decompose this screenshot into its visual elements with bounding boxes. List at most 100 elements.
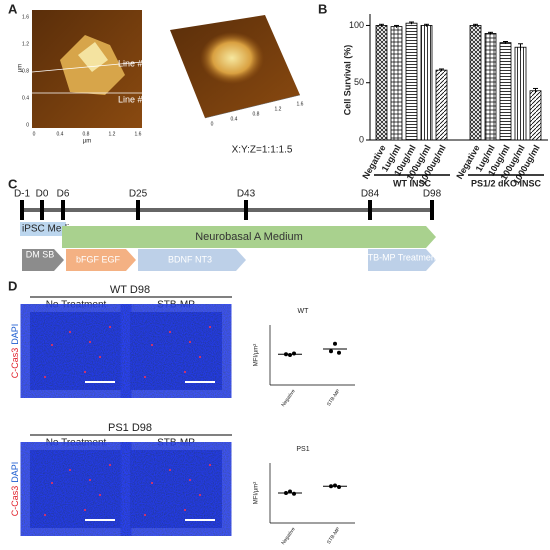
panel-label: C	[8, 176, 18, 191]
bar	[469, 25, 482, 141]
x-tick-label: STB-MP	[326, 526, 342, 545]
cas3-signal	[99, 494, 101, 496]
x-tick-label: 0.4	[57, 131, 64, 137]
day-label: D-1	[14, 189, 31, 200]
day-tick	[244, 200, 248, 220]
day-tick	[430, 200, 434, 220]
data-point	[288, 489, 292, 494]
cas3-signal	[69, 331, 71, 333]
bar	[405, 22, 418, 141]
cas3-signal	[99, 356, 101, 358]
cas3-signal	[151, 344, 153, 346]
chart-title: WT	[298, 308, 310, 315]
panel-label: B	[318, 1, 327, 16]
cas3-signal	[51, 344, 53, 346]
cas3-signal	[151, 482, 153, 484]
step-label: BDNF NT3	[168, 254, 212, 264]
day-tick	[20, 200, 24, 220]
afm-particle	[78, 42, 108, 72]
stain-label: C-Cas3 DAPI	[10, 462, 20, 517]
data-point	[337, 485, 341, 489]
bar	[499, 42, 512, 141]
group-label: WT INSC	[393, 178, 431, 188]
ipsc-bar	[20, 222, 66, 236]
bar	[420, 25, 433, 141]
panel-label: D	[8, 278, 17, 293]
cas3-signal	[169, 469, 171, 471]
x-tick-label: 0	[33, 131, 36, 137]
y-tick-label: 0	[359, 134, 364, 144]
cas3-signal	[189, 479, 191, 481]
column-label: No Treatment	[46, 300, 107, 311]
micrograph-texture	[130, 450, 222, 528]
y-tick-label: 0	[26, 122, 29, 128]
day-label: D25	[129, 189, 148, 200]
panel-label: A	[8, 1, 18, 16]
y-tick-label: 1.6	[22, 14, 29, 20]
cas3-signal	[84, 371, 86, 373]
bar	[484, 33, 497, 141]
data-point	[329, 484, 333, 489]
y-tick-label: 50	[354, 77, 364, 87]
stain-blue: DAPI	[10, 462, 20, 483]
cas3-signal	[169, 331, 171, 333]
stain-red: C-Cas3	[10, 486, 20, 517]
stain-label: C-Cas3 DAPI	[10, 324, 20, 379]
column-label: STB-MP	[157, 300, 195, 311]
data-point	[284, 491, 288, 495]
cas3-signal	[144, 376, 146, 378]
cas3-signal	[199, 494, 201, 496]
day-label: D43	[237, 189, 256, 200]
afm-3d-particle	[200, 32, 264, 84]
step-label: bFGF EGF	[76, 254, 121, 264]
x-tick-label: 0.4	[231, 116, 238, 122]
bar	[390, 26, 403, 141]
line-label: Line #1	[118, 58, 148, 68]
profile-line	[31, 61, 143, 73]
bar	[514, 46, 527, 141]
x-tick-label: 1.6	[297, 101, 304, 107]
data-point	[292, 351, 296, 356]
step-arrow	[138, 249, 246, 271]
y-axis-label: MFI/µm²	[254, 344, 260, 366]
micrograph-texture	[30, 450, 122, 528]
y-tick-label: 100	[349, 20, 364, 30]
day-tick	[40, 200, 44, 220]
cas3-signal	[109, 464, 111, 466]
step-arrow	[368, 249, 436, 271]
x-tick-label: 1.2	[275, 106, 282, 112]
cas3-signal	[44, 514, 46, 516]
data-point	[333, 483, 337, 488]
micrograph-texture	[130, 312, 222, 390]
scale-ratio: X:Y:Z=1:1:1.5	[232, 145, 293, 156]
micrograph-texture	[30, 312, 122, 390]
cas3-signal	[84, 509, 86, 511]
cas3-signal	[144, 514, 146, 516]
cas3-signal	[209, 326, 211, 328]
cas3-signal	[189, 341, 191, 343]
step-arrow	[66, 249, 136, 271]
data-point	[288, 353, 292, 357]
y-tick-label: 1.2	[22, 41, 29, 47]
x-tick-label: 0.8	[83, 131, 90, 137]
column-label: No Treatment	[46, 438, 107, 449]
chart-title: PS1	[296, 446, 309, 453]
axis-unit: µm	[18, 64, 24, 72]
x-tick-label: 0.8	[253, 111, 260, 117]
day-tick	[61, 200, 65, 220]
x-tick-label: STB-MP	[326, 388, 342, 407]
day-label: D84	[361, 189, 380, 200]
column-label: STB-MP	[157, 438, 195, 449]
ipsc-label: iPSC Medium	[22, 224, 83, 235]
row-title: WT D98	[110, 284, 150, 296]
data-point	[329, 349, 333, 354]
data-point	[292, 491, 296, 496]
stain-blue: DAPI	[10, 324, 20, 345]
cas3-signal	[199, 356, 201, 358]
axis-unit: µm	[83, 139, 91, 145]
neurobasal-label: Neurobasal A Medium	[195, 231, 303, 243]
cas3-signal	[184, 509, 186, 511]
x-tick-label: 1.2	[109, 131, 116, 137]
row-title: PS1 D98	[108, 422, 152, 434]
bar	[435, 69, 448, 141]
